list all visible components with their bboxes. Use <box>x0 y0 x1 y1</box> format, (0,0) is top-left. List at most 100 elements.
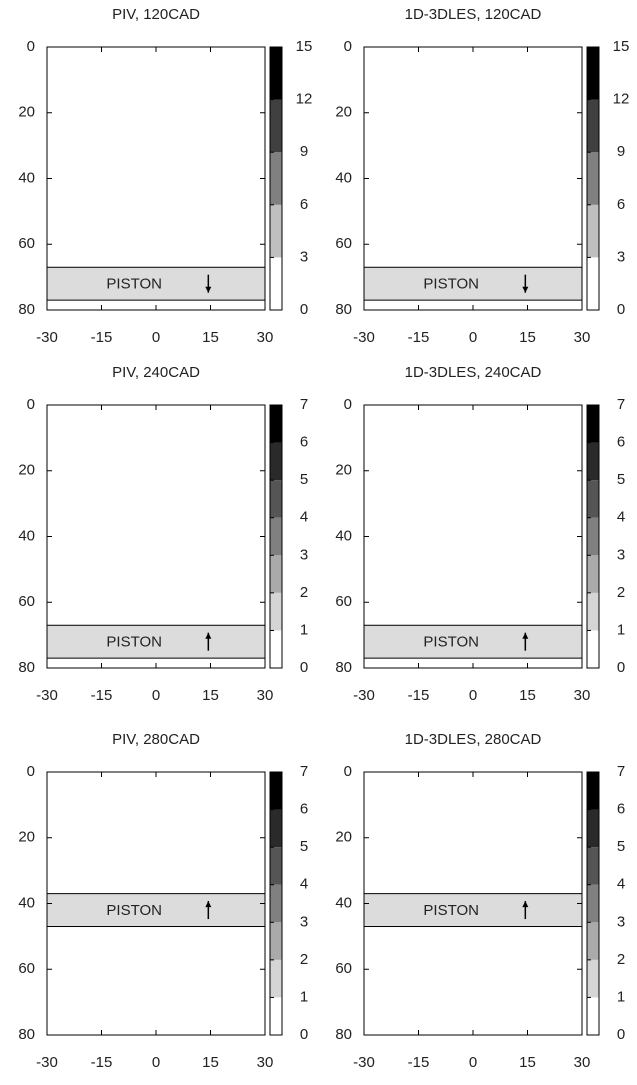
y-tick-label: 20 <box>18 829 35 846</box>
x-tick-label: 15 <box>519 329 536 346</box>
y-tick-label: 20 <box>335 104 352 121</box>
x-tick-label: 30 <box>574 329 591 346</box>
x-tick-label: 0 <box>152 687 160 704</box>
contour-panel: 1D-3DLES, 280CAD PISTON-30 -15 0 15 30020406… <box>335 731 625 1071</box>
contour-field <box>58 782 265 894</box>
colorbar-band <box>270 809 282 848</box>
colorbar-label: 6 <box>300 196 308 213</box>
piston-label: PISTON <box>423 902 479 919</box>
colorbar-band <box>270 997 282 1035</box>
x-tick-label: -15 <box>91 329 113 346</box>
y-tick-label: 40 <box>18 894 35 911</box>
x-tick-label: 30 <box>257 1054 274 1071</box>
colorbar-label: 0 <box>617 301 625 318</box>
colorbar-band <box>270 592 282 631</box>
colorbar-frame <box>586 46 600 311</box>
colorbar-band <box>587 959 599 998</box>
piston-label: PISTON <box>423 276 479 293</box>
x-tick-label: -15 <box>408 329 430 346</box>
colorbar-band <box>270 152 282 205</box>
x-tick-label: 0 <box>469 1054 477 1071</box>
y-tick-label: 0 <box>344 396 352 413</box>
colorbar-label: 9 <box>300 143 308 160</box>
colorbar-band <box>587 204 599 258</box>
colorbar-label: 15 <box>613 38 630 55</box>
contour-field <box>364 405 582 625</box>
colorbar-band <box>587 152 599 205</box>
colorbar-label: 4 <box>617 876 625 893</box>
colorbar-label: 6 <box>617 801 625 818</box>
piston-arrow-head <box>205 286 212 293</box>
piston <box>363 266 583 301</box>
piston-label: PISTON <box>106 902 162 919</box>
colorbar-band <box>587 405 599 443</box>
x-tick-label: -30 <box>353 687 375 704</box>
x-tick-label: 30 <box>574 687 591 704</box>
x-tick-label: -30 <box>353 329 375 346</box>
colorbar-label: 4 <box>300 876 308 893</box>
colorbar-frame <box>586 404 600 669</box>
x-tick-label: 15 <box>519 687 536 704</box>
x-tick-label: 30 <box>574 1054 591 1071</box>
panel-title: PIV, 120CAD <box>112 6 200 23</box>
colorbar-label: 0 <box>617 659 625 676</box>
colorbar-label: 7 <box>617 396 625 413</box>
y-tick-label: 40 <box>18 169 35 186</box>
colorbar-label: 3 <box>300 248 308 265</box>
colorbar-band <box>270 517 282 556</box>
piston-arrow-head <box>522 901 529 908</box>
colorbar-label: 0 <box>300 1026 308 1043</box>
contour-panel: 1D-3DLES, 120CAD PISTON-30 -15 0 15 30020406… <box>335 6 630 346</box>
y-tick-label: 40 <box>335 894 352 911</box>
x-tick-label: 15 <box>202 1054 219 1071</box>
piston-arrow-head <box>522 632 529 639</box>
colorbar-label: 1 <box>617 621 625 638</box>
colorbar-label: 5 <box>300 838 308 855</box>
colorbar-label: 0 <box>617 1026 625 1043</box>
colorbar-label: 3 <box>300 913 308 930</box>
piston-label: PISTON <box>106 634 162 651</box>
contour-panel: PIV, 120CAD PISTON -30 -15 0 15 30 0 20 40 60 80 0 3… <box>18 6 312 346</box>
colorbar-label: 3 <box>617 248 625 265</box>
x-tick-label: 15 <box>202 687 219 704</box>
colorbar-band <box>270 772 282 810</box>
piston-arrow-head <box>205 632 212 639</box>
colorbar-band <box>270 922 282 960</box>
colorbar-label: 7 <box>300 396 308 413</box>
contour-field <box>364 47 582 267</box>
x-tick-label: 30 <box>257 329 274 346</box>
colorbar-label: 5 <box>300 471 308 488</box>
y-tick-label: 80 <box>18 659 35 676</box>
colorbar-band <box>587 257 599 310</box>
colorbar-label: 12 <box>613 91 630 108</box>
piston <box>363 624 583 659</box>
colorbar-label: 6 <box>617 196 625 213</box>
colorbar-label: 6 <box>300 801 308 818</box>
x-tick-label: 15 <box>519 1054 536 1071</box>
colorbar-label: 3 <box>300 546 308 563</box>
y-tick-label: 0 <box>27 38 35 55</box>
y-tick-label: 80 <box>18 1026 35 1043</box>
x-tick-label: -15 <box>91 687 113 704</box>
colorbar-band <box>270 884 282 923</box>
colorbar-label: 2 <box>617 951 625 968</box>
y-tick-label: 60 <box>18 235 35 252</box>
piston <box>46 624 266 659</box>
piston-label: PISTON <box>106 276 162 293</box>
piston <box>46 266 266 301</box>
x-tick-label: 15 <box>202 329 219 346</box>
x-tick-label: 0 <box>152 1054 160 1071</box>
y-tick-label: 60 <box>18 593 35 610</box>
y-tick-label: 60 <box>18 960 35 977</box>
colorbar-band <box>587 772 599 810</box>
y-tick-label: 80 <box>335 301 352 318</box>
y-tick-label: 0 <box>344 38 352 55</box>
colorbar-label: 9 <box>617 143 625 160</box>
y-tick-label: 80 <box>335 1026 352 1043</box>
colorbar-band <box>587 630 599 668</box>
colorbar-label: 1 <box>300 988 308 1005</box>
y-tick-label: 0 <box>27 763 35 780</box>
colorbar-label: 7 <box>617 763 625 780</box>
